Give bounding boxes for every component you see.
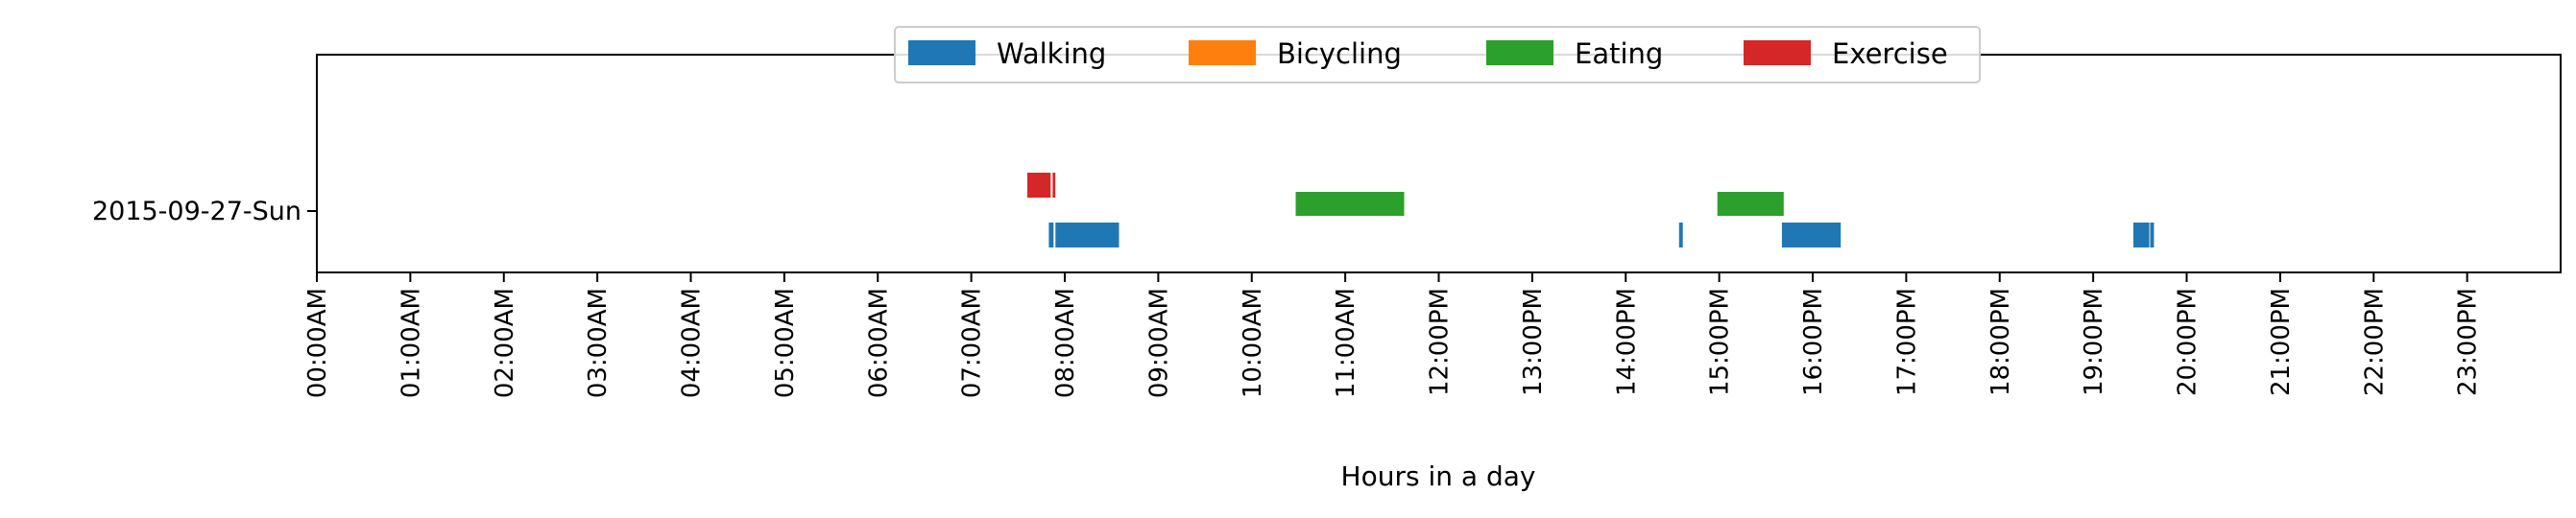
x-tick-label: 11:00AM <box>1332 288 1360 398</box>
legend-swatch-eating <box>1486 40 1553 65</box>
x-tick-label: 20:00PM <box>2174 288 2203 396</box>
legend-label-bicycling: Bicycling <box>1277 37 1402 70</box>
y-axis: 2015-09-27-Sun <box>92 197 317 226</box>
bar-eating-0 <box>1295 192 1405 216</box>
bar-exercise-1 <box>1052 173 1056 198</box>
x-tick-label: 13:00PM <box>1519 288 1548 396</box>
bar-eating-1 <box>1717 192 1784 216</box>
bar-walking-1 <box>1055 223 1119 247</box>
legend-label-exercise: Exercise <box>1832 37 1948 70</box>
x-tick-label: 01:00AM <box>397 288 425 398</box>
x-tick-label: 04:00AM <box>678 288 707 398</box>
legend-frame <box>894 26 1981 83</box>
x-tick-label: 17:00PM <box>1892 288 1921 396</box>
bar-walking-5 <box>2150 223 2155 247</box>
x-tick-label: 06:00AM <box>864 288 893 398</box>
x-axis: 00:00AM 01:00AM 02:00AM 03:00AM 04:00AM 05:00… <box>303 272 2483 398</box>
x-tick-label: 10:00AM <box>1239 288 1267 398</box>
x-tick-label: 23:00PM <box>2454 288 2483 396</box>
bar-walking-4 <box>2133 223 2150 247</box>
x-tick-label: 18:00PM <box>1986 288 2015 396</box>
legend-swatch-walking <box>908 40 975 65</box>
legend-label-eating: Eating <box>1575 37 1663 70</box>
x-tick-label: 08:00AM <box>1051 288 1080 398</box>
x-tick-label: 07:00AM <box>958 288 987 398</box>
legend-swatch-exercise <box>1744 40 1811 65</box>
x-tick-label: 15:00PM <box>1706 288 1735 396</box>
x-axis-label: Hours in a day <box>1341 460 1536 492</box>
bar-exercise-0 <box>1027 173 1051 198</box>
legend-label-walking: Walking <box>997 37 1106 70</box>
bar-walking-2 <box>1678 223 1683 247</box>
legend-swatch-bicycling <box>1189 40 1256 65</box>
activity-bars <box>1027 173 2155 247</box>
x-tick-label: 22:00PM <box>2360 288 2389 396</box>
x-tick-label: 03:00AM <box>584 288 613 398</box>
x-tick-label: 05:00AM <box>771 288 800 398</box>
plot-area <box>317 55 2561 272</box>
bar-walking-3 <box>1781 223 1842 247</box>
x-tick-label: 00:00AM <box>303 288 332 398</box>
x-tick-label: 09:00AM <box>1144 288 1173 398</box>
x-tick-label: 12:00PM <box>1426 288 1455 396</box>
bar-walking-0 <box>1048 223 1054 247</box>
x-tick-label: 14:00PM <box>1612 288 1641 396</box>
x-tick-label: 21:00PM <box>2267 288 2296 396</box>
y-tick-label: 2015-09-27-Sun <box>92 197 301 226</box>
x-tick-label: 02:00AM <box>491 288 519 398</box>
x-tick-label: 19:00PM <box>2080 288 2108 396</box>
x-tick-label: 16:00PM <box>1799 288 1828 396</box>
legend: Walking Bicycling Eating Exercise <box>894 26 1981 83</box>
